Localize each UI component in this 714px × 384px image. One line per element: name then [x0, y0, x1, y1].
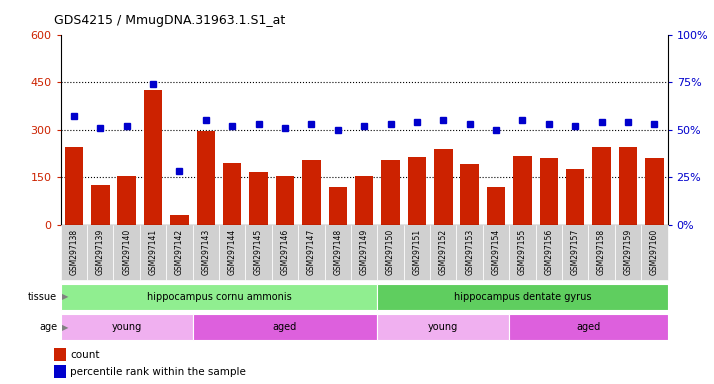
Text: hippocampus cornu ammonis: hippocampus cornu ammonis — [146, 291, 291, 302]
Text: GSM297143: GSM297143 — [201, 229, 211, 275]
Text: GSM297140: GSM297140 — [122, 229, 131, 275]
Bar — [434, 149, 453, 225]
Bar — [325, 225, 351, 280]
Text: ▶: ▶ — [62, 323, 69, 332]
Bar — [61, 314, 193, 340]
Bar — [487, 187, 506, 225]
Text: GSM297156: GSM297156 — [544, 229, 553, 275]
Bar — [641, 225, 668, 280]
Bar — [302, 160, 321, 225]
Text: GSM297144: GSM297144 — [228, 229, 237, 275]
Text: GSM297157: GSM297157 — [570, 229, 580, 275]
Bar — [619, 147, 637, 225]
Text: ▶: ▶ — [62, 292, 69, 301]
Bar — [381, 160, 400, 225]
Text: aged: aged — [273, 322, 297, 333]
Bar — [298, 225, 325, 280]
Bar — [117, 175, 136, 225]
Bar — [509, 314, 668, 340]
Text: GSM297151: GSM297151 — [413, 229, 421, 275]
Text: GSM297153: GSM297153 — [466, 229, 474, 275]
Bar — [461, 164, 479, 225]
Bar — [144, 90, 162, 225]
Text: GSM297147: GSM297147 — [307, 229, 316, 275]
Bar — [193, 225, 219, 280]
Text: GSM297149: GSM297149 — [360, 229, 368, 275]
Bar — [509, 225, 536, 280]
Bar — [193, 314, 377, 340]
Bar — [249, 172, 268, 225]
Bar — [166, 225, 193, 280]
Bar — [430, 225, 456, 280]
Bar — [377, 284, 668, 310]
Bar — [87, 225, 114, 280]
Text: GSM297158: GSM297158 — [597, 229, 606, 275]
Bar — [456, 225, 483, 280]
Bar — [91, 185, 109, 225]
Bar — [566, 169, 585, 225]
Bar — [645, 158, 663, 225]
Bar — [615, 225, 641, 280]
Bar — [377, 225, 403, 280]
Bar — [355, 175, 373, 225]
Bar — [483, 225, 509, 280]
Text: aged: aged — [576, 322, 600, 333]
Text: GDS4215 / MmugDNA.31963.1.S1_at: GDS4215 / MmugDNA.31963.1.S1_at — [54, 14, 285, 27]
Bar — [276, 175, 294, 225]
Text: GSM297148: GSM297148 — [333, 229, 342, 275]
Text: young: young — [428, 322, 458, 333]
Text: GSM297141: GSM297141 — [149, 229, 158, 275]
Bar — [219, 225, 246, 280]
Text: GSM297150: GSM297150 — [386, 229, 395, 275]
Text: percentile rank within the sample: percentile rank within the sample — [70, 367, 246, 377]
Bar — [246, 225, 272, 280]
Bar — [272, 225, 298, 280]
Bar — [61, 225, 87, 280]
Bar — [54, 365, 66, 379]
Text: count: count — [70, 349, 100, 359]
Text: young: young — [111, 322, 142, 333]
Text: hippocampus dentate gyrus: hippocampus dentate gyrus — [453, 291, 591, 302]
Text: age: age — [39, 322, 57, 333]
Text: GSM297142: GSM297142 — [175, 229, 184, 275]
Bar — [351, 225, 377, 280]
Text: GSM297155: GSM297155 — [518, 229, 527, 275]
Text: GSM297138: GSM297138 — [69, 229, 79, 275]
Bar — [140, 225, 166, 280]
Bar — [408, 157, 426, 225]
Bar — [588, 225, 615, 280]
Bar — [114, 225, 140, 280]
Bar — [562, 225, 588, 280]
Bar — [328, 187, 347, 225]
Bar — [61, 284, 377, 310]
Text: tissue: tissue — [28, 291, 57, 302]
Bar — [65, 147, 83, 225]
Bar — [223, 163, 241, 225]
Bar — [196, 131, 215, 225]
Text: GSM297145: GSM297145 — [254, 229, 263, 275]
Text: GSM297160: GSM297160 — [650, 229, 659, 275]
Text: GSM297159: GSM297159 — [623, 229, 633, 275]
Text: GSM297152: GSM297152 — [439, 229, 448, 275]
Bar — [377, 314, 509, 340]
Bar — [170, 215, 188, 225]
Bar — [513, 156, 532, 225]
Text: GSM297154: GSM297154 — [491, 229, 501, 275]
Text: GSM297146: GSM297146 — [281, 229, 289, 275]
Bar — [403, 225, 430, 280]
Bar — [54, 348, 66, 361]
Text: GSM297139: GSM297139 — [96, 229, 105, 275]
Bar — [593, 147, 611, 225]
Bar — [540, 158, 558, 225]
Bar — [536, 225, 562, 280]
